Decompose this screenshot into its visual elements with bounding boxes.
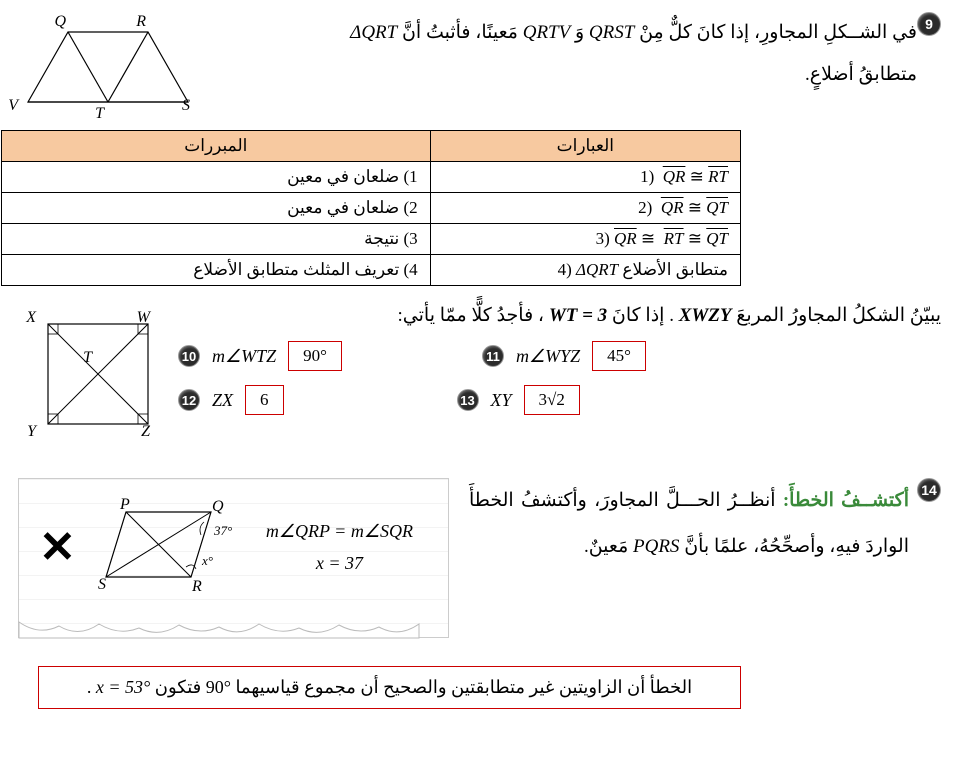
r1-just: 1) ضلعان في معين	[2, 162, 431, 193]
q9-t1b: وَ	[570, 22, 584, 43]
a13-ans: 3√2	[524, 385, 580, 415]
q14-tb: مَعينٌ.	[584, 536, 628, 557]
q14-x: x°	[201, 553, 213, 568]
table-row: 4) ΔQRT متطابق الأضلاع 4) تعريف المثلث م…	[2, 255, 741, 286]
a10-math: m∠WTZ	[212, 346, 276, 367]
r3-just: 3) نتيجة	[2, 224, 431, 255]
q9-dqrt: ΔQRT	[350, 22, 397, 43]
q10-lblT: T	[83, 349, 93, 366]
q14-lblP: P	[119, 496, 130, 513]
q9-text: في الشــكلِ المجاورِ، إذا كانَ كلٌّ مِنْ…	[198, 12, 917, 122]
a10-item: 10 m∠WTZ 90°	[178, 341, 342, 371]
q9-lblS: S	[182, 97, 190, 114]
a13-item: 13 XY 3√2	[457, 385, 580, 415]
q14-svg: P Q R S 37° x°	[96, 497, 246, 597]
q14-lblQ: Q	[212, 498, 224, 515]
q9-row: 9 في الشــكلِ المجاورِ، إذا كانَ كلٌّ مِ…	[18, 12, 941, 122]
q10-lblY: Y	[27, 423, 38, 440]
q9-badge: 9	[917, 12, 941, 36]
th-just: المبررات	[2, 131, 431, 162]
a13-badge: 13	[457, 389, 479, 411]
final-answer-box: الخطأ أن الزاويتين غير متطابقتين والصحيح…	[38, 666, 741, 709]
q10-ib: . إذا كانَ	[607, 305, 674, 326]
final-tb: فتكون	[150, 677, 201, 697]
r3-stmt: 3) QR ≅ RT ≅ QT	[430, 224, 740, 255]
q9-lblV: V	[8, 97, 20, 114]
a12-badge: 12	[178, 389, 200, 411]
q9-lblR: R	[135, 13, 146, 30]
q10-text: يبيّنُ الشكلُ المجاورُ المربعَ XWZY . إذ…	[178, 304, 941, 454]
q9-t1a: في الشــكلِ المجاورِ، إذا كانَ كلٌّ مِنْ	[634, 22, 917, 43]
q14-text: أكتشــفُ الخطأَ: أنظــرُ الحـــلَّ المجا…	[469, 478, 909, 638]
table-row: 1) QR ≅ RT 1) ضلعان في معين	[2, 162, 741, 193]
q14-badge: 14	[917, 478, 941, 502]
final-ta: الخطأ أن الزاويتين غير متطابقتين والصحيح…	[231, 677, 692, 697]
r2-stmt: 2) QR ≅ QT	[430, 193, 740, 224]
q10-lblW: W	[137, 309, 152, 326]
table-row: 3) QR ≅ RT ≅ QT 3) نتيجة	[2, 224, 741, 255]
a11-badge: 11	[482, 345, 504, 367]
a12-item: 12 ZX 6	[178, 385, 284, 415]
x-mark-icon: ✕	[39, 522, 76, 573]
q14-37: 37°	[213, 523, 232, 538]
paper-content: ✕ P Q R S 37° x° m∠QRP = m∠SQR	[39, 497, 428, 597]
q10-section: يبيّنُ الشكلُ المجاورُ المربعَ XWZY . إذ…	[18, 304, 941, 454]
q9-svg: Q R V S T	[18, 12, 198, 122]
table-header-row: العبارات المبررات	[2, 131, 741, 162]
q9-t2: متطابقُ أضلاعٍ.	[805, 64, 917, 85]
q9-figure: Q R V S T	[18, 12, 198, 122]
eq2: x = 37	[266, 547, 413, 579]
paper-equations: m∠QRP = m∠SQR x = 37	[266, 515, 413, 580]
a10-badge: 10	[178, 345, 200, 367]
q10-ia: يبيّنُ الشكلُ المجاورُ المربعَ	[731, 305, 941, 326]
a13-math: XY	[491, 390, 512, 411]
q14-title: أكتشــفُ الخطأَ:	[776, 490, 909, 511]
a12-math: ZX	[212, 390, 233, 411]
q9-qrst: QRST	[589, 22, 634, 43]
q10-lblZ: Z	[141, 423, 151, 440]
a12-ans: 6	[245, 385, 284, 415]
q10-ic: ، فأجدُ كلًّا ممّا يأتي:	[398, 305, 545, 326]
final-x53: x = 53°	[96, 677, 150, 697]
r4-just: 4) تعريف المثلث متطابق الأضلاع	[2, 255, 431, 286]
q10-wt3: WT = 3	[549, 305, 607, 326]
answers-row-1: 10 m∠WTZ 90° 11 m∠WYZ 45°	[178, 341, 841, 371]
q9-lblT: T	[95, 105, 105, 122]
q10-xwzy: XWZY	[679, 305, 732, 326]
q10-figure: X W Y Z T	[28, 304, 178, 454]
eq1: m∠QRP = m∠SQR	[266, 515, 413, 547]
a11-ans: 45°	[592, 341, 646, 371]
q14-pqrs: PQRS	[633, 536, 679, 557]
q14-figure: P Q R S 37° x°	[96, 497, 246, 597]
q9-qrtv: QRTV	[523, 22, 571, 43]
th-stmt: العبارات	[430, 131, 740, 162]
a11-math: m∠WYZ	[516, 346, 580, 367]
final-dot: .	[87, 677, 92, 697]
table-row: 2) QR ≅ QT 2) ضلعان في معين	[2, 193, 741, 224]
r1-stmt: 1) QR ≅ RT	[430, 162, 740, 193]
a10-ans: 90°	[288, 341, 342, 371]
paper-box: ✕ P Q R S 37° x° m∠QRP = m∠SQR	[18, 478, 449, 638]
q9-t1c: مَعينًا، فأثبتُ أنَّ	[397, 22, 518, 43]
r4-stmt: 4) ΔQRT متطابق الأضلاع	[430, 255, 740, 286]
q9-lblQ: Q	[54, 13, 66, 30]
a11-item: 11 m∠WYZ 45°	[482, 341, 646, 371]
answers-row-2: 12 ZX 6 13 XY 3√2	[178, 385, 841, 415]
torn-edge	[19, 622, 419, 638]
r2-just: 2) ضلعان في معين	[2, 193, 431, 224]
q10-intro: يبيّنُ الشكلُ المجاورُ المربعَ XWZY . إذ…	[178, 304, 941, 327]
final-90: 90°	[206, 677, 231, 697]
q10-lblX: X	[25, 309, 37, 326]
q10-svg: X W Y Z T	[28, 304, 178, 454]
proof-table: العبارات المبررات 1) QR ≅ RT 1) ضلعان في…	[1, 130, 741, 286]
q14-section: 14 أكتشــفُ الخطأَ: أنظــرُ الحـــلَّ ال…	[18, 478, 941, 638]
q14-lblS: S	[98, 576, 106, 593]
q14-lblR: R	[191, 578, 202, 595]
